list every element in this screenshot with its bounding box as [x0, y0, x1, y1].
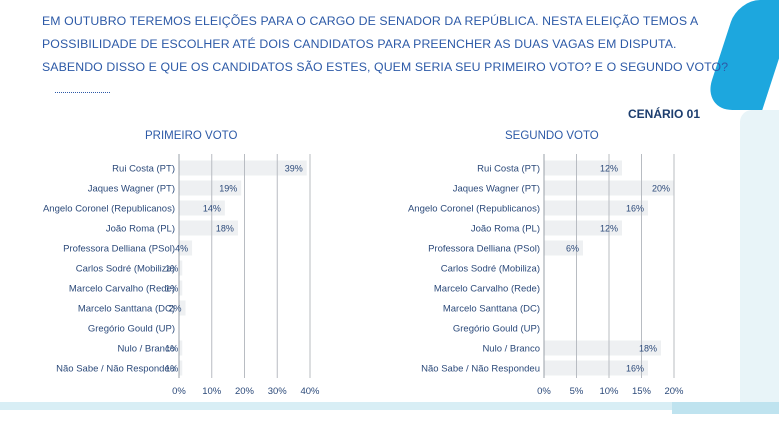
tick-label: 30% [268, 386, 288, 397]
bar [179, 220, 238, 236]
category-label: Angelo Coronel (Republicanos) [408, 204, 540, 215]
tick-label: 40% [300, 386, 320, 397]
category-label: Rui Costa (PT) [477, 164, 540, 175]
category-label: Nulo / Branco [117, 344, 175, 355]
value-label: 1% [165, 364, 178, 374]
value-label: 14% [203, 204, 221, 214]
bar [179, 160, 307, 176]
bar [544, 220, 622, 236]
tick-label: 20% [235, 386, 255, 397]
category-label: Gregório Gould (UP) [453, 324, 540, 335]
first-vote-chart: Rui Costa (PT) Jaques Wagner (PT) Angelo C… [43, 154, 320, 397]
bar [179, 260, 183, 276]
tick-label: 15% [632, 386, 652, 397]
category-label: Carlos Sodré (Mobiliza) [441, 264, 540, 275]
category-label: Jaques Wagner (PT) [453, 184, 540, 195]
category-label: João Roma (PL) [471, 224, 540, 235]
tick-label: 0% [537, 386, 551, 397]
category-label: João Roma (PL) [106, 224, 175, 235]
value-label: 1% [165, 264, 178, 274]
bar [179, 280, 183, 296]
question-line: POSSIBILIDADE DE ESCOLHER ATÉ DOIS CANDI… [42, 37, 677, 51]
value-label: 2% [169, 304, 182, 314]
bar [179, 240, 193, 256]
category-label: Professora Delliana (PSol) [428, 244, 540, 255]
value-label: 39% [285, 164, 303, 174]
bar [179, 180, 242, 196]
value-label: 20% [652, 184, 670, 194]
decorative-panel-right [740, 110, 779, 410]
value-label: 16% [626, 204, 644, 214]
bar [179, 200, 225, 216]
decorative-bottom-band [0, 402, 779, 410]
dotted-separator [55, 92, 110, 93]
value-label: 18% [639, 344, 657, 354]
second-vote-chart: Rui Costa (PT) Jaques Wagner (PT) Angelo C… [408, 154, 684, 397]
bar [179, 300, 186, 316]
question-line: SABENDO DISSO E QUE OS CANDIDATOS SÃO ES… [42, 60, 729, 74]
category-label: Carlos Sodré (Mobiliza) [76, 264, 175, 275]
tick-label: 10% [202, 386, 222, 397]
decorative-shape-top [702, 0, 779, 110]
category-label: Marcelo Santtana (DC) [78, 304, 175, 315]
category-label: Marcelo Carvalho (Rede) [69, 284, 175, 295]
bar [544, 340, 661, 356]
bar [544, 360, 648, 376]
survey-question: EM OUTUBRO TEREMOS ELEIÇÕES PARA O CARGO… [42, 10, 729, 79]
value-label: 6% [566, 244, 579, 254]
value-label: 19% [219, 184, 237, 194]
tick-label: 0% [172, 386, 186, 397]
tick-label: 10% [599, 386, 619, 397]
category-label: Rui Costa (PT) [112, 164, 175, 175]
value-label: 18% [216, 224, 234, 234]
category-label: Não Sabe / Não Respondeu [56, 364, 175, 375]
bar [179, 360, 183, 376]
chart-title-first-vote: PRIMEIRO VOTO [145, 130, 238, 142]
value-label: 12% [600, 164, 618, 174]
category-label: Marcelo Carvalho (Rede) [434, 284, 540, 295]
bar [179, 340, 183, 356]
category-label: Angelo Coronel (Republicanos) [43, 204, 175, 215]
bar [544, 240, 583, 256]
category-label: Marcelo Santtana (DC) [443, 304, 540, 315]
category-label: Não Sabe / Não Respondeu [421, 364, 540, 375]
category-label: Jaques Wagner (PT) [88, 184, 175, 195]
value-label: 4% [175, 244, 188, 254]
category-label: Professora Delliana (PSol) [63, 244, 175, 255]
bar [544, 160, 622, 176]
tick-label: 20% [664, 386, 684, 397]
value-label: 1% [165, 344, 178, 354]
tick-label: 5% [570, 386, 584, 397]
decorative-bottom-accent [672, 402, 779, 414]
scenario-label: CENÁRIO 01 [628, 107, 701, 121]
category-label: Gregório Gould (UP) [88, 324, 175, 335]
value-label: 1% [165, 284, 178, 294]
bar [544, 200, 648, 216]
value-label: 12% [600, 224, 618, 234]
value-label: 16% [626, 364, 644, 374]
question-line: EM OUTUBRO TEREMOS ELEIÇÕES PARA O CARGO… [42, 14, 699, 28]
chart-title-second-vote: SEGUNDO VOTO [505, 130, 599, 142]
category-label: Nulo / Branco [482, 344, 540, 355]
